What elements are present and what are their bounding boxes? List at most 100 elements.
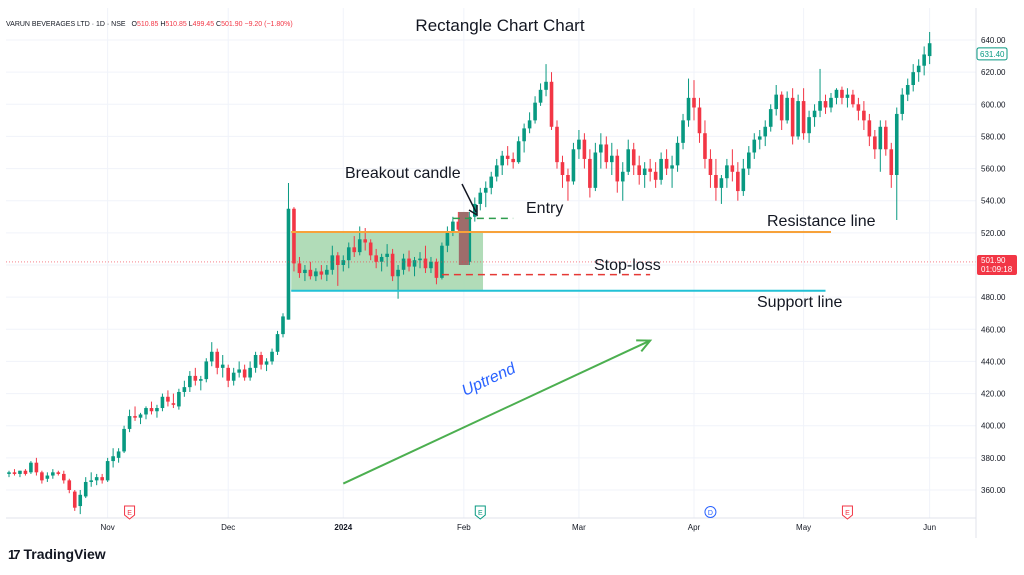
candle-body <box>177 391 181 407</box>
candle <box>714 158 718 201</box>
candle <box>834 88 839 105</box>
candle-body <box>483 187 488 193</box>
candle <box>182 380 187 397</box>
candle-body <box>675 142 680 166</box>
candle <box>637 155 641 185</box>
candle <box>549 72 554 130</box>
candle-body <box>582 139 587 159</box>
candle-body <box>325 269 329 275</box>
candle-body <box>83 481 88 497</box>
y-tick-label: 400.00 <box>981 422 1006 431</box>
earnings-marker[interactable]: E <box>841 505 853 520</box>
candle-body <box>56 472 61 474</box>
candle <box>144 406 148 420</box>
candle-body <box>341 260 346 265</box>
candle <box>544 64 548 97</box>
y-tick-label: 460.00 <box>981 325 1006 334</box>
dividend-marker[interactable]: D <box>704 506 717 518</box>
candle <box>18 470 22 478</box>
candle-body <box>922 54 926 66</box>
candle-body <box>237 369 241 373</box>
tradingview-logo: 17 TradingView <box>8 546 106 562</box>
candle-body <box>916 65 921 73</box>
chart-title: Rectangle Chart Chart <box>415 16 585 35</box>
chart-grid <box>6 8 976 518</box>
last-price-countdown: 01:09:18 <box>981 265 1013 274</box>
candle-body <box>747 152 751 169</box>
candle <box>610 142 614 175</box>
time-axis: Nov Dec 2024 Feb Mar Apr May Jun E E D E <box>6 505 976 532</box>
candle-body <box>51 472 55 476</box>
candle <box>160 393 165 412</box>
earnings-marker[interactable]: E <box>474 505 486 520</box>
candle-body <box>231 372 236 381</box>
breakout-arrow-head <box>468 205 478 217</box>
candle-body <box>138 414 143 418</box>
low-value: 499.45 <box>192 21 215 28</box>
candle-body <box>812 110 817 118</box>
candle <box>829 93 833 113</box>
candle <box>78 490 83 515</box>
earnings-marker[interactable]: E <box>124 505 136 520</box>
candle-body <box>166 396 170 402</box>
y-tick-label: 640.00 <box>981 36 1006 45</box>
candle <box>275 330 280 355</box>
candle-body <box>149 408 154 412</box>
candle-body <box>72 491 77 508</box>
candle <box>593 142 598 192</box>
candle-body <box>878 126 883 150</box>
candle-body <box>226 367 230 381</box>
candle <box>626 139 631 175</box>
candle <box>664 149 669 175</box>
candle-body <box>785 97 789 121</box>
candle-body <box>418 258 422 261</box>
candle <box>533 96 537 124</box>
candle-body <box>708 158 713 175</box>
candle <box>867 113 872 147</box>
candle <box>445 226 450 253</box>
candle-body <box>889 149 894 175</box>
candle-body <box>642 168 647 175</box>
candle <box>385 244 389 267</box>
candle-body <box>319 271 324 275</box>
candle-body <box>714 175 718 188</box>
candle <box>286 183 291 320</box>
candle-body <box>357 239 362 253</box>
candle <box>840 86 844 105</box>
x-tick-label: Jun <box>923 523 936 532</box>
candle-body <box>451 221 455 233</box>
candle <box>297 256 302 278</box>
last-price-tag-value: 501.90 <box>981 256 1006 265</box>
candle-body <box>396 269 400 277</box>
candle-body <box>100 477 104 481</box>
candle <box>89 472 93 487</box>
candle <box>390 248 395 282</box>
candle-body <box>297 263 302 274</box>
candle <box>736 162 740 201</box>
candle-body <box>62 473 66 481</box>
y-tick-label: 560.00 <box>981 165 1006 174</box>
candle <box>116 448 121 463</box>
candle <box>790 88 795 145</box>
candle <box>330 245 335 275</box>
candle <box>757 130 762 150</box>
dividend-marker-badge <box>704 506 717 518</box>
candle <box>653 162 658 188</box>
annotation-lines: Resistance line Support line Entry Stop-los… <box>6 165 976 485</box>
candle <box>670 155 674 188</box>
candle-body <box>823 101 828 108</box>
price-axis: 360.00 380.00 400.00 420.00 440.00 460.00 480.… <box>975 8 1017 538</box>
candle-body <box>144 408 148 415</box>
last-price-tag <box>977 254 1017 275</box>
candle <box>703 120 707 169</box>
candle-body <box>133 416 137 418</box>
candle <box>483 181 488 208</box>
candle-body <box>670 165 674 169</box>
candle <box>599 133 603 169</box>
candle <box>264 358 269 372</box>
x-tick-label: Feb <box>457 523 471 532</box>
candle <box>719 175 724 204</box>
y-tick-label: 380.00 <box>981 454 1006 463</box>
candle-body <box>303 269 307 274</box>
